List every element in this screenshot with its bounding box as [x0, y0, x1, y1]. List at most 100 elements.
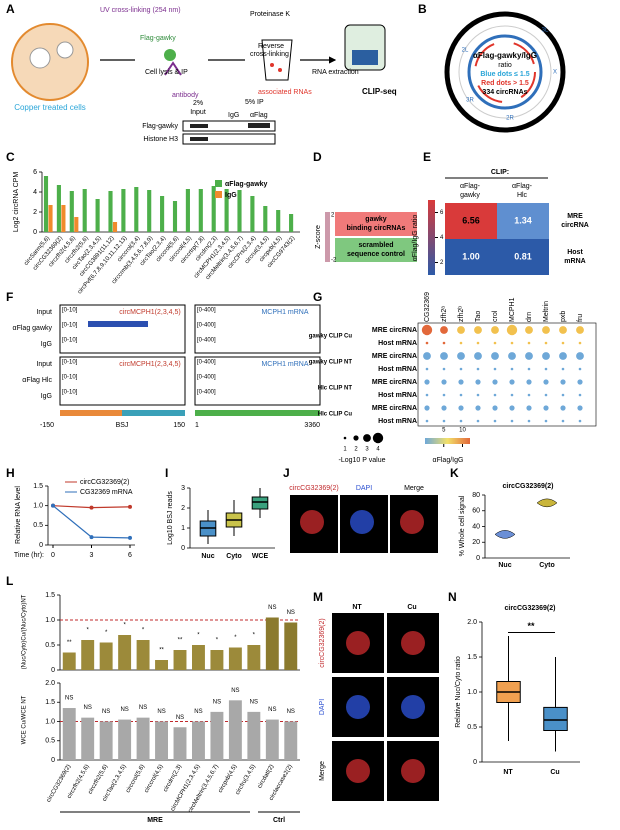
- dot: [543, 379, 549, 385]
- label: Hlc CLIP NT: [318, 386, 353, 392]
- illustration-a: [11, 23, 386, 145]
- label: Cyto: [226, 553, 242, 560]
- dot: [525, 352, 533, 360]
- label: circpxb(4,5): [218, 764, 239, 794]
- y-tick-label: 0: [51, 667, 55, 674]
- label: MCPH1 mRNA: [261, 361, 308, 368]
- label: Histone H3: [143, 136, 178, 143]
- label: scrambled: [358, 242, 393, 249]
- label: CG32369 mRNA: [80, 489, 133, 496]
- dot: [561, 341, 565, 345]
- dot: [441, 379, 447, 385]
- cell: [400, 510, 424, 534]
- bar: [121, 189, 126, 232]
- grid-box: [417, 322, 597, 427]
- dot: [559, 326, 567, 334]
- label: X: [553, 70, 557, 76]
- label: NS: [231, 688, 239, 694]
- label: *: [234, 635, 237, 641]
- label: Hlc CLIP Cu: [318, 412, 353, 418]
- bar: [276, 210, 281, 232]
- dot: [544, 367, 548, 371]
- label: 0: [51, 552, 55, 559]
- label: WCE Cu/WCE NT: [22, 695, 28, 744]
- y-tick-label: 2.0: [45, 680, 55, 687]
- label: % Whole cell signal: [459, 495, 466, 556]
- label: Input: [36, 309, 52, 316]
- dot: [560, 379, 566, 385]
- label: *: [197, 633, 200, 639]
- y-tick-label: 1.0: [467, 689, 477, 696]
- dot: [442, 419, 446, 423]
- label: *: [216, 638, 219, 644]
- y-tick-label: 1.0: [45, 617, 55, 624]
- bar: [99, 721, 113, 760]
- label: circdatl(2): [257, 764, 275, 790]
- dot: [459, 341, 463, 345]
- dot: [493, 341, 497, 345]
- cell: [401, 695, 425, 719]
- bar: [62, 708, 76, 760]
- dot: [527, 341, 531, 345]
- label: MRE: [567, 213, 583, 220]
- violin: [536, 498, 558, 508]
- bar: [173, 650, 187, 670]
- track-box: [59, 356, 186, 406]
- dot: [559, 352, 567, 360]
- bar: [263, 206, 268, 232]
- dot: [542, 326, 550, 334]
- legend-dot: [363, 434, 371, 442]
- heat-cell: [445, 203, 497, 239]
- panel-letter: G: [313, 290, 322, 304]
- dot: [527, 367, 531, 371]
- label: **: [178, 638, 183, 644]
- label: Time (hr):: [14, 552, 44, 559]
- label: gawky CLIP NT: [309, 360, 353, 366]
- violin: [494, 530, 516, 539]
- dot: [510, 367, 514, 371]
- dot: [509, 379, 515, 385]
- label: 6: [128, 552, 132, 559]
- bar: [136, 640, 150, 670]
- label: 10: [459, 428, 466, 434]
- dot: [506, 324, 518, 336]
- label: (Nuc/Cyto)Cu/(Nuc/Cyto)NT: [22, 594, 28, 669]
- label: MRE circRNA: [372, 353, 417, 360]
- dot: [510, 341, 514, 345]
- label: **: [159, 648, 164, 654]
- legend-swatch: [215, 180, 222, 187]
- heat-cell: [445, 239, 497, 275]
- legend-dot: [353, 435, 359, 441]
- dot: [476, 341, 480, 345]
- label: [0-10]: [62, 375, 78, 381]
- y-tick-label: 1.5: [33, 483, 43, 490]
- bar: [82, 189, 87, 232]
- y-tick-label: 4: [33, 189, 37, 196]
- label: [0-10]: [62, 390, 78, 396]
- dot: [423, 352, 431, 360]
- label: [0-10]: [62, 338, 78, 344]
- dot: [508, 352, 516, 360]
- label: Hlc: [517, 192, 528, 199]
- coverage: [88, 321, 148, 327]
- label: 4: [376, 447, 380, 453]
- cell: [401, 759, 425, 783]
- feature-bar: [60, 410, 122, 416]
- label: Cell lysis & IP: [145, 69, 188, 76]
- dot: [527, 419, 531, 423]
- bar: [56, 185, 61, 232]
- bar: [48, 205, 53, 232]
- bar: [95, 199, 100, 232]
- label: IgG: [41, 341, 52, 348]
- panel-letter: A: [6, 2, 15, 16]
- dot: [543, 405, 549, 411]
- label: MRE circRNA: [372, 379, 417, 386]
- y-tick-label: 2.0: [467, 619, 477, 626]
- point: [89, 505, 94, 510]
- label: circMCPH1(2,3,4,5): [119, 309, 180, 316]
- label: Host mRNA: [378, 392, 417, 399]
- label: NS: [102, 709, 110, 715]
- label: 1.00: [462, 251, 480, 261]
- dot: [578, 367, 582, 371]
- label: Relative Nuc/Cyto ratio: [455, 656, 462, 728]
